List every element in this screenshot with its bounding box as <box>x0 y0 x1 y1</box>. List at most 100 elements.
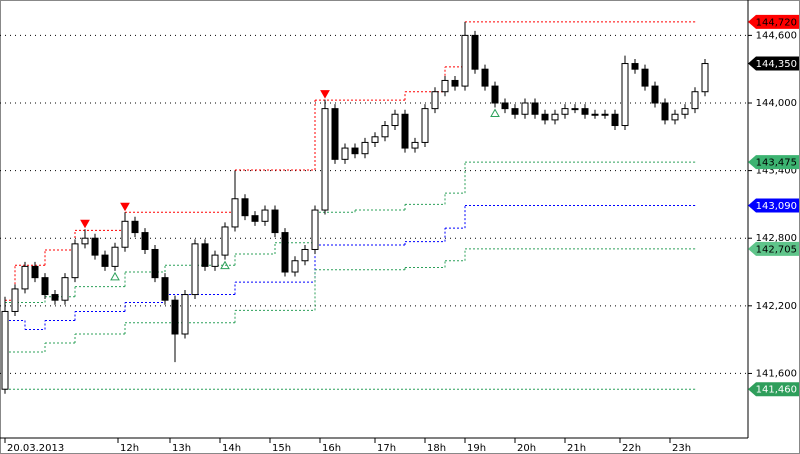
x-tick-label: 14h <box>222 443 241 454</box>
candle-body <box>71 243 79 279</box>
candle-body <box>531 102 539 115</box>
candle-body <box>551 113 559 121</box>
x-tick-label: 15h <box>272 443 291 454</box>
y-tick-label: 142,800 <box>756 233 797 244</box>
sell-marker <box>320 90 330 99</box>
level-tag <box>748 56 799 71</box>
candle-body <box>601 113 609 116</box>
candle-body <box>481 68 489 87</box>
candle-body <box>391 113 399 127</box>
candle-body <box>191 243 199 296</box>
candle-body <box>681 108 689 115</box>
candle-body <box>461 34 469 87</box>
candle-body <box>51 294 59 301</box>
candle-body <box>291 260 299 273</box>
candle-body <box>501 102 509 110</box>
level-label: 144,720 <box>756 17 797 28</box>
candle-body <box>301 248 309 262</box>
level-label: 143,090 <box>756 201 797 212</box>
candle-body <box>451 79 459 87</box>
x-tick-label: 22h <box>622 443 641 454</box>
candle-body <box>151 248 159 279</box>
candle-body <box>641 68 649 87</box>
candle-body <box>571 108 579 111</box>
candle-body <box>671 113 679 121</box>
candle-body <box>471 34 479 70</box>
x-tick-label: 17h <box>377 443 396 454</box>
candle-body <box>21 265 29 290</box>
buy-marker <box>110 271 120 281</box>
candle-body <box>271 209 279 234</box>
candle-body <box>611 113 619 127</box>
candle-body <box>91 237 99 256</box>
candle-body <box>341 147 349 160</box>
candle-body <box>1 310 9 390</box>
candle-body <box>411 141 419 149</box>
candle-body <box>701 63 709 93</box>
level-label: 144,350 <box>756 59 797 70</box>
candle-body <box>101 254 109 267</box>
candle-body <box>241 198 249 217</box>
x-tick-label: 20.03.2013 <box>7 443 64 454</box>
candle-body <box>221 226 229 256</box>
x-tick-label: 16h <box>322 443 341 454</box>
level-label: 143,475 <box>756 158 797 169</box>
y-tick-label: 142,200 <box>756 301 797 312</box>
candle-body <box>371 136 379 143</box>
candle-body <box>141 232 149 250</box>
candle-body <box>281 232 289 273</box>
level-tag <box>748 241 799 256</box>
candle-body <box>121 220 129 248</box>
candle-body <box>171 299 179 335</box>
candle-body <box>351 147 359 155</box>
candle-body <box>81 237 89 245</box>
candle-body <box>581 108 589 115</box>
x-tick-label: 20h <box>517 443 536 454</box>
candle-body <box>541 113 549 121</box>
candle-body <box>521 102 529 115</box>
x-tick-label: 18h <box>427 443 446 454</box>
candle-body <box>231 198 239 228</box>
x-tick-label: 12h <box>120 443 139 454</box>
candle-body <box>181 294 189 335</box>
candle-body <box>331 108 339 160</box>
candle-body <box>511 108 519 115</box>
candle-body <box>201 243 209 267</box>
candle-body <box>11 288 19 312</box>
sell-marker <box>80 219 90 229</box>
candle-body <box>251 215 259 222</box>
candle-body <box>691 91 699 110</box>
candle-body <box>311 209 319 250</box>
candle-body <box>161 277 169 301</box>
candle-body <box>431 91 439 110</box>
y-tick-label: 144,600 <box>756 30 797 41</box>
candle-body <box>661 102 669 121</box>
candle-body <box>41 277 49 296</box>
candle-body <box>631 63 639 70</box>
candle-body <box>421 108 429 143</box>
x-tick-label: 19h <box>467 443 486 454</box>
candle-body <box>491 85 499 104</box>
candle-body <box>31 265 39 279</box>
level-label: 141,460 <box>756 385 797 396</box>
level-tag <box>748 382 799 397</box>
x-tick-label: 23h <box>672 443 691 454</box>
buy-marker <box>220 260 230 270</box>
candle-body <box>381 125 389 138</box>
candle-body <box>621 63 629 127</box>
y-tick-label: 143,400 <box>756 166 797 177</box>
candle-body <box>651 85 659 104</box>
y-tick-label: 141,600 <box>756 368 797 379</box>
y-tick-label: 144,000 <box>756 98 797 109</box>
candle-body <box>111 246 119 267</box>
buy-marker <box>490 108 500 117</box>
candle-body <box>561 108 569 115</box>
level-label: 142,705 <box>756 244 797 255</box>
candle-body <box>61 277 69 301</box>
x-tick-label: 21h <box>567 443 586 454</box>
candle-body <box>401 113 409 149</box>
candle-body <box>361 141 369 155</box>
candle-body <box>321 108 329 211</box>
